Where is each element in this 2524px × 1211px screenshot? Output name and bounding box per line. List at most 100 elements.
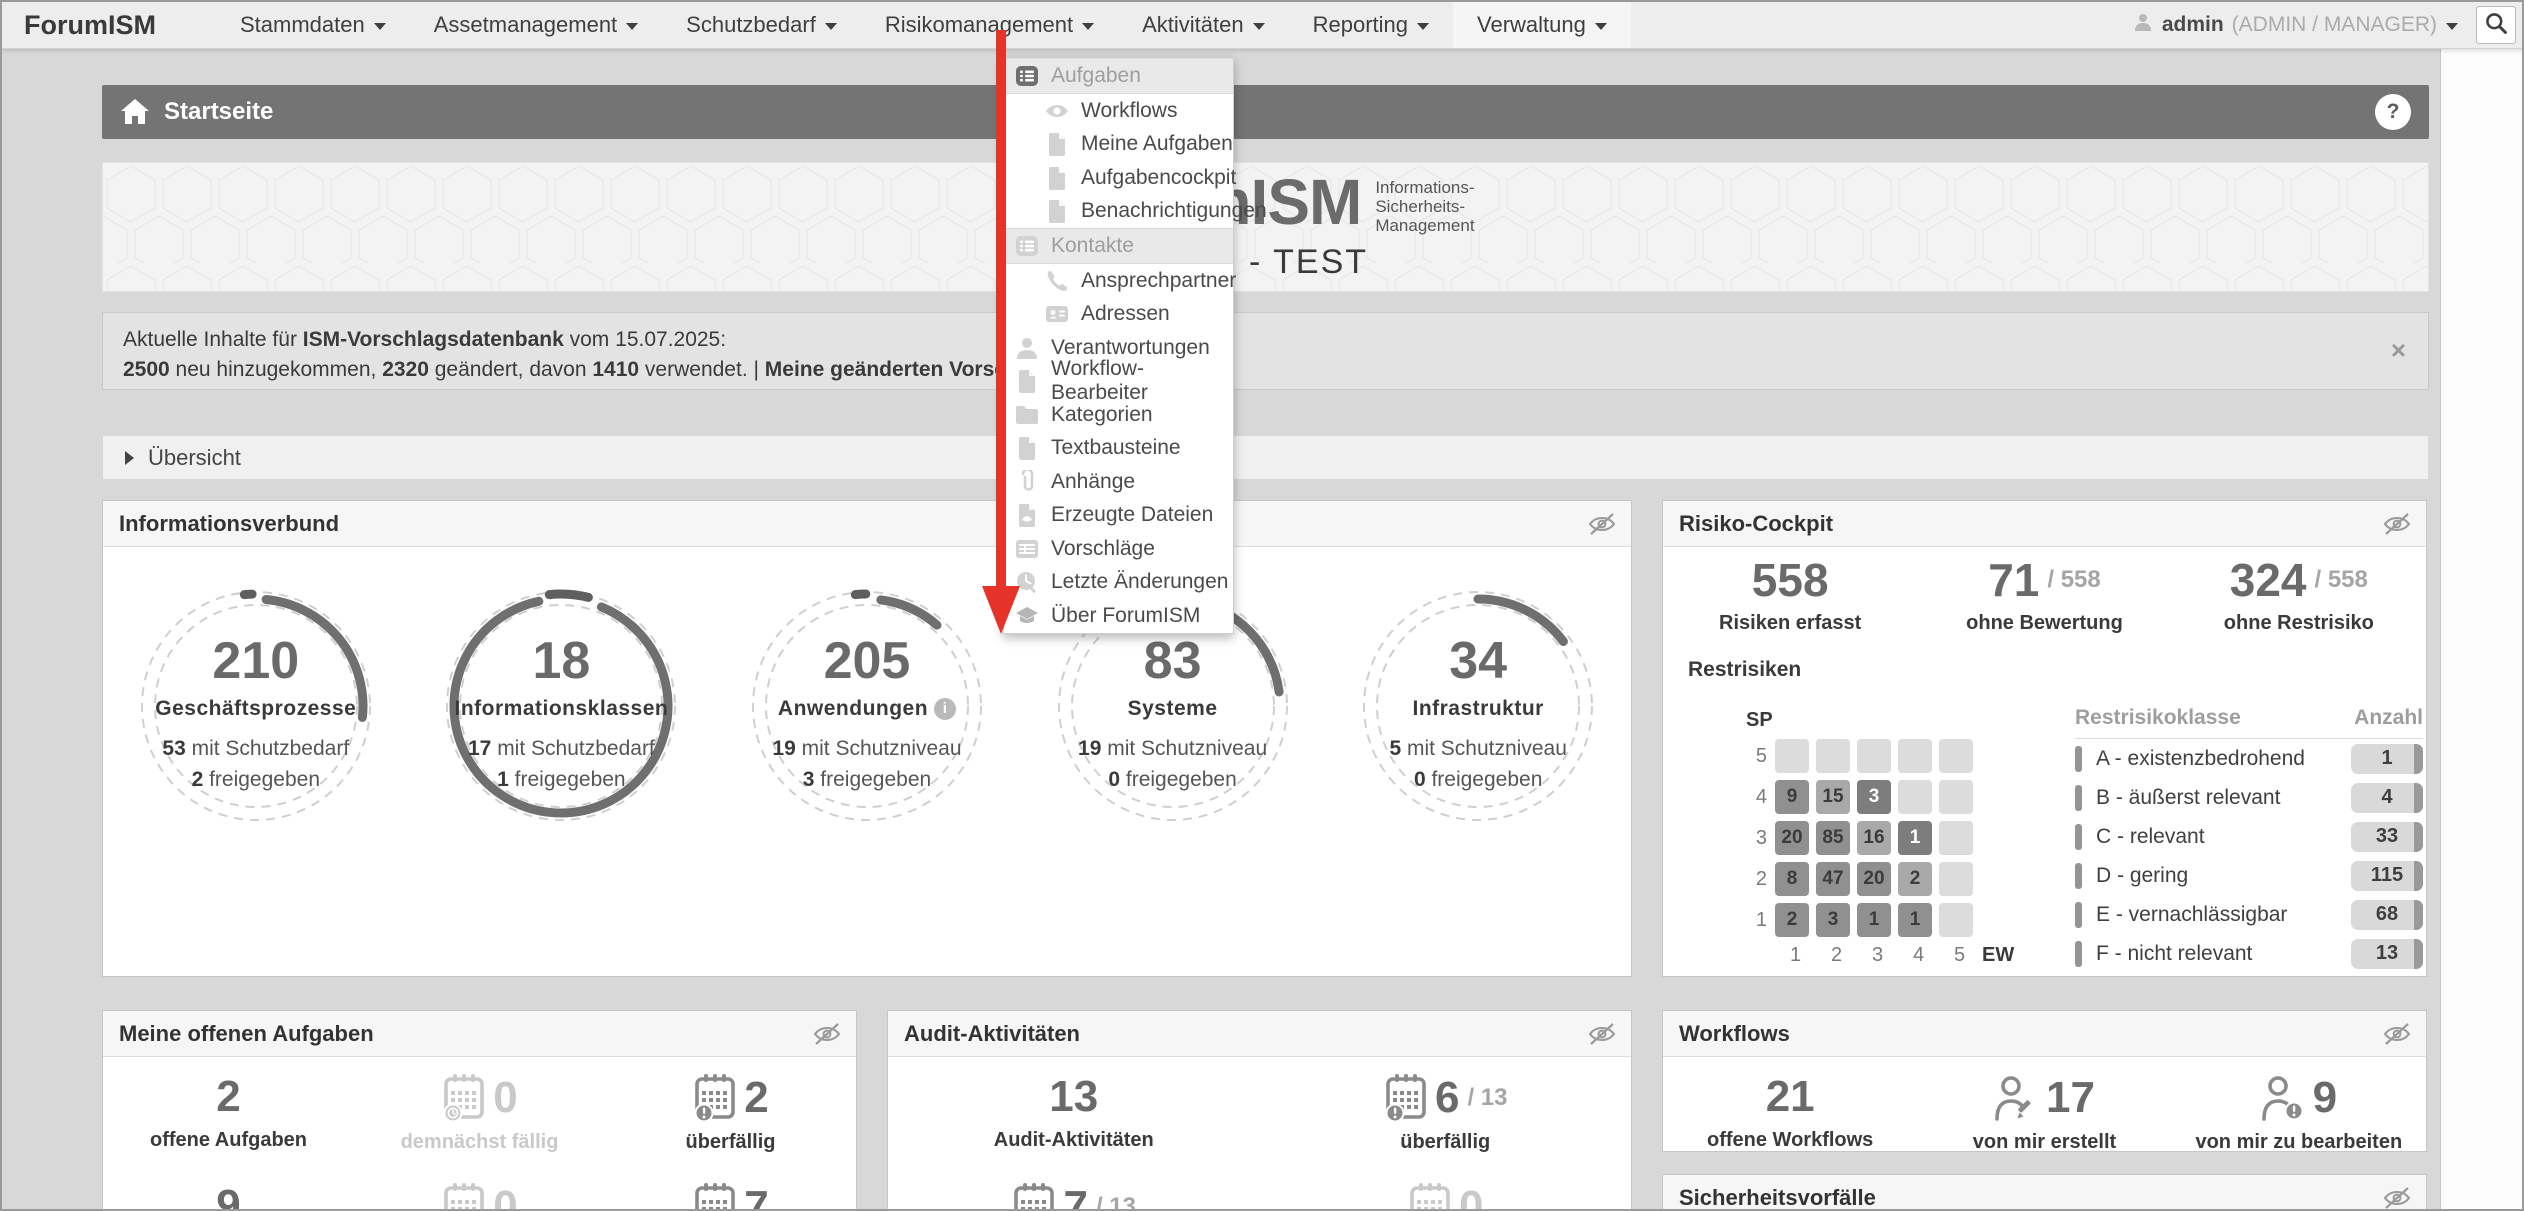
matrix-col-label: 5 — [1953, 944, 1966, 966]
user-role: (ADMIN / MANAGER) — [2231, 13, 2437, 36]
matrix-cell[interactable]: 1 — [1857, 903, 1891, 937]
list-icon — [1015, 234, 1039, 258]
legend-label: F - nicht relevant — [2096, 941, 2253, 965]
nav-menu-item-reporting[interactable]: Reporting — [1289, 2, 1453, 48]
matrix-cell[interactable]: 16 — [1857, 821, 1891, 855]
matrix-cell[interactable]: 1 — [1898, 821, 1932, 855]
menu-item-aufgabencockpit[interactable]: Aufgabencockpit — [1004, 161, 1236, 195]
stat-value: 7 — [744, 1182, 769, 1211]
menu-item-anhänge[interactable]: Anhänge — [1004, 465, 1233, 499]
matrix-cell[interactable]: 20 — [1857, 862, 1891, 896]
stat-label: überfällig — [685, 1131, 776, 1153]
panel-title: Workflows — [1679, 1020, 1790, 1046]
nav-menu-item-stammdaten[interactable]: Stammdaten — [216, 2, 410, 48]
matrix-cell[interactable]: 20 — [1775, 821, 1809, 855]
legend-col-class: Restrisikoklasse — [2075, 706, 2241, 729]
matrix-cell[interactable]: 3 — [1816, 903, 1850, 937]
matrix-y-axis-label: SP — [1746, 709, 1773, 731]
nav-menu-item-verwaltung[interactable]: Verwaltung — [1453, 2, 1631, 48]
menu-item-verantwortungen[interactable]: Verantwortungen — [1004, 331, 1233, 365]
matrix-cell[interactable]: 2 — [1898, 862, 1932, 896]
hide-panel-icon[interactable] — [2382, 1022, 2412, 1046]
menu-group-header: Aufgaben — [1004, 58, 1233, 94]
matrix-cell[interactable]: 15 — [1816, 780, 1850, 814]
matrix-cell[interactable]: 85 — [1816, 821, 1850, 855]
user-alert-icon — [2261, 1073, 2307, 1123]
matrix-cell — [1939, 862, 1973, 896]
menu-item-benachrichtigungen[interactable]: Benachrichtigungen — [1004, 194, 1267, 228]
matrix-col-label: 3 — [1871, 944, 1884, 966]
hide-panel-icon[interactable] — [812, 1022, 842, 1046]
matrix-cell[interactable]: 9 — [1775, 780, 1809, 814]
matrix-cell[interactable]: 8 — [1775, 862, 1809, 896]
menu-item-workflows[interactable]: Workflows — [1004, 94, 1233, 128]
stat-cell: 9 offene Workflow-Aufgaben — [103, 1181, 354, 1211]
donut-details: 53 mit Schutzbedarf 2 freigegeben — [162, 737, 350, 791]
legend-col-count: Anzahl — [2354, 706, 2423, 729]
hide-panel-icon[interactable] — [1587, 1022, 1617, 1046]
menu-item-über-forumism[interactable]: Über ForumISM — [1004, 599, 1233, 633]
menu-item-ansprechpartner[interactable]: Ansprechpartner — [1004, 264, 1236, 298]
donut-chart — [1363, 591, 1594, 821]
panel-title: Risiko-Cockpit — [1679, 510, 1834, 536]
matrix-cell[interactable]: 47 — [1816, 862, 1850, 896]
matrix-cell[interactable]: 1 — [1898, 903, 1932, 937]
doc-icon — [1045, 166, 1069, 190]
chevron-right-icon — [125, 450, 134, 465]
calendar-alert-icon — [1383, 1073, 1429, 1123]
stat-value: 21 — [1765, 1072, 1815, 1121]
menu-item-adressen[interactable]: Adressen — [1004, 297, 1233, 331]
menu-item-vorschläge[interactable]: Vorschläge — [1004, 532, 1233, 566]
hide-panel-icon[interactable] — [1587, 512, 1617, 536]
nav-menu-item-aktivitäten[interactable]: Aktivitäten — [1118, 2, 1289, 48]
calendar-clock-icon — [441, 1073, 487, 1123]
chevron-down-icon — [1082, 23, 1095, 30]
donut-value: 83 — [1143, 632, 1202, 690]
nav-menu-item-assetmanagement[interactable]: Assetmanagement — [410, 2, 662, 48]
donut-stat: 205 Anwendungen i 19 mit Schutzniveau 3 fr… — [714, 547, 1020, 976]
matrix-cell — [1939, 739, 1973, 773]
menu-item-textbausteine[interactable]: Textbausteine — [1004, 431, 1233, 465]
menu-item-meine-aufgaben[interactable]: Meine Aufgaben — [1004, 127, 1233, 161]
nav-menu-item-schutzbedarf[interactable]: Schutzbedarf — [662, 2, 861, 48]
stat-value: 13 — [1049, 1072, 1099, 1121]
donut-value: 18 — [532, 632, 591, 690]
cap-icon — [1015, 604, 1039, 628]
legend-row: B - äußerst relevant 4 — [2075, 778, 2423, 817]
matrix-row-label: 5 — [1755, 744, 1767, 767]
matrix-cell[interactable]: 2 — [1775, 903, 1809, 937]
matrix-row-label: 1 — [1755, 908, 1767, 931]
stat-label: Audit-Aktivitäten — [993, 1129, 1154, 1151]
menu-item-workflow-bearbeiter[interactable]: Workflow-Bearbeiter — [1004, 357, 1233, 404]
search-button[interactable] — [2476, 6, 2516, 44]
stat-cell: 17 von mir erstellt — [1917, 1073, 2171, 1154]
uebersicht-toggle[interactable]: Übersicht — [102, 435, 2429, 480]
info-icon[interactable]: i — [934, 697, 957, 720]
stat-value: 9 — [216, 1181, 241, 1211]
restrisiken-subtitle: Restrisiken — [1688, 658, 1802, 681]
legend-label: B - äußerst relevant — [2096, 785, 2281, 809]
panel-title: Audit-Aktivitäten — [904, 1020, 1080, 1046]
hide-panel-icon[interactable] — [2382, 1186, 2412, 1210]
matrix-cell — [1898, 739, 1932, 773]
nav-menu-item-risikomanagement[interactable]: Risikomanagement — [861, 2, 1118, 48]
notice-line-1: Aktuelle Inhalte für ISM-Vorschlagsdaten… — [123, 328, 727, 351]
matrix-cell[interactable]: 3 — [1857, 780, 1891, 814]
phone-icon — [1045, 269, 1069, 293]
hide-panel-icon[interactable] — [2382, 512, 2412, 536]
donut-label: Infrastruktur — [1412, 697, 1544, 720]
menu-item-kategorien[interactable]: Kategorien — [1004, 398, 1233, 432]
stat-label: offene Aufgaben — [149, 1129, 308, 1151]
close-icon[interactable]: × — [2390, 335, 2406, 365]
help-button[interactable]: ? — [2375, 94, 2411, 130]
menu-item-erzeugte-dateien[interactable]: Erzeugte Dateien — [1004, 498, 1233, 532]
menu-item-letzte-änderungen[interactable]: Letzte Änderungen — [1004, 565, 1233, 599]
matrix-col-label: 1 — [1789, 944, 1802, 966]
stat-value: 0 — [1459, 1182, 1484, 1211]
main-menu: Stammdaten Assetmanagement Schutzbedarf … — [216, 2, 1631, 48]
stat-total: / 13 — [1095, 1193, 1136, 1211]
calendar-alert-icon — [692, 1182, 738, 1209]
user-menu[interactable]: admin (ADMIN / MANAGER) — [2133, 12, 2458, 38]
chevron-down-icon — [1252, 23, 1265, 30]
panel-title: Sicherheitsvorfälle — [1679, 1184, 1876, 1210]
